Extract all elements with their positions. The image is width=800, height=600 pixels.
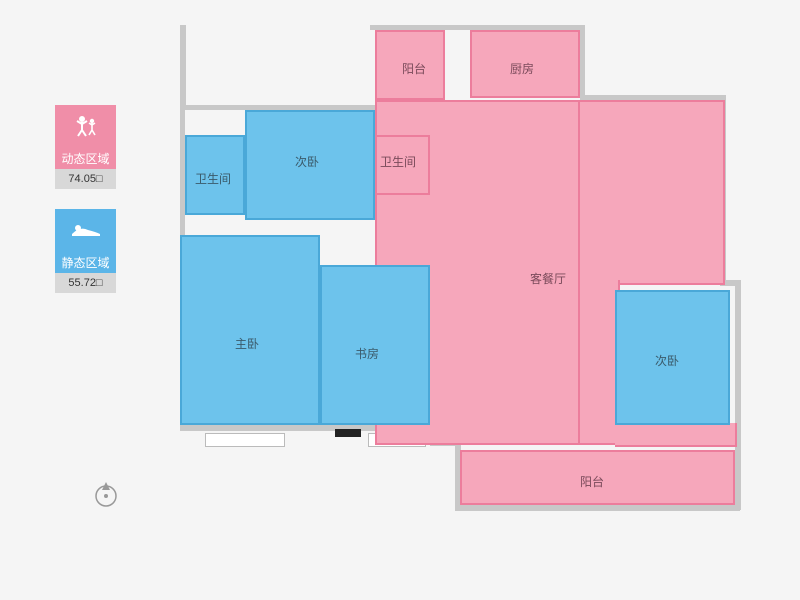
floorplan-container: 阳台厨房卫生间次卧客餐厅主卧书房卫生间次卧阳台 [180,25,775,555]
wall [580,25,585,100]
static-value: 55.72□ [55,273,116,293]
wall [735,280,741,510]
dynamic-value: 74.05□ [55,169,116,189]
legend-panel: 动态区域 74.05□ 静态区域 55.72□ [55,105,116,313]
static-sleep-icon [55,209,116,251]
room-label-balcony2: 阳台 [580,473,604,490]
room-label-bed2: 次卧 [295,153,319,170]
window-sill [205,433,285,447]
room-label-balcony1: 阳台 [402,60,426,77]
static-label: 静态区域 [55,251,116,273]
wall [180,25,186,110]
dynamic-label: 动态区域 [55,147,116,169]
room-label-living: 客餐厅 [530,270,566,287]
room-master [180,235,320,425]
room-label-bath2: 卫生间 [380,153,416,170]
room-label-study: 书房 [355,345,379,362]
room-living-ext3 [615,423,737,447]
room-label-kitchen: 厨房 [510,60,534,77]
entrance-marker [335,429,361,437]
room-label-bed3: 次卧 [655,352,679,369]
legend-dynamic: 动态区域 74.05□ [55,105,116,189]
compass-icon [92,480,120,508]
room-living-ext2 [575,280,620,445]
room-living-ext [575,100,725,285]
legend-static: 静态区域 55.72□ [55,209,116,293]
people-icon [72,114,100,138]
room-label-bath1: 卫生间 [195,170,231,187]
wall [455,505,740,511]
sleep-icon [70,220,102,240]
dynamic-people-icon [55,105,116,147]
room-label-master: 主卧 [235,335,259,352]
